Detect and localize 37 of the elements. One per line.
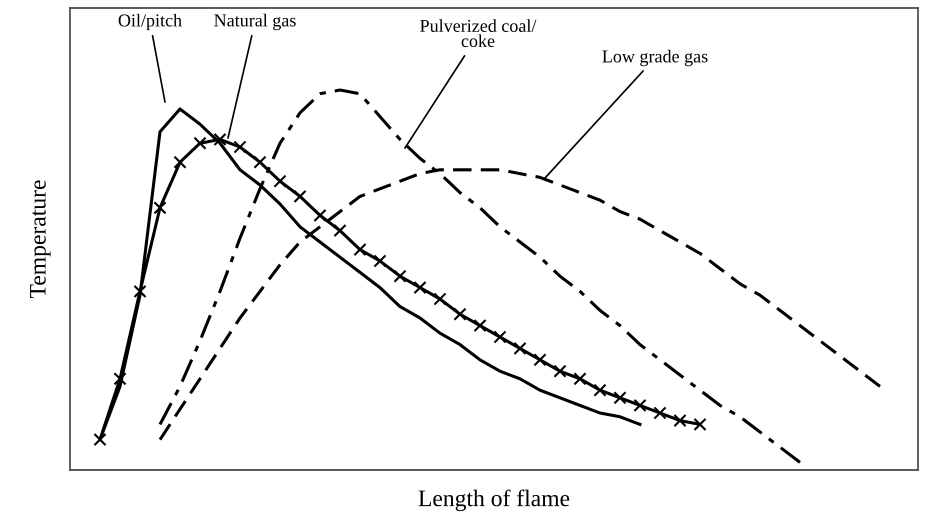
point xyxy=(313,208,327,222)
point xyxy=(453,308,467,321)
text: Oil/pitch xyxy=(118,14,182,30)
text: Natural gas xyxy=(214,14,296,30)
x-axis-title: Length of flame xyxy=(418,489,570,512)
point xyxy=(173,156,187,169)
point xyxy=(113,372,127,386)
point xyxy=(273,174,287,188)
point xyxy=(533,353,547,366)
point xyxy=(93,433,107,446)
point xyxy=(413,281,427,294)
point xyxy=(253,156,267,169)
point xyxy=(593,384,607,397)
point xyxy=(293,190,307,203)
y-axis-title: Temperature xyxy=(30,180,51,298)
point xyxy=(633,398,647,412)
point xyxy=(133,284,147,298)
point xyxy=(433,292,447,306)
point xyxy=(573,372,587,386)
point xyxy=(613,391,627,404)
point xyxy=(653,406,667,420)
point xyxy=(153,201,167,214)
point xyxy=(693,418,707,431)
point xyxy=(193,136,207,150)
point xyxy=(473,319,487,332)
point xyxy=(393,270,407,283)
point xyxy=(353,243,367,256)
point xyxy=(233,140,247,154)
point xyxy=(553,364,567,378)
point xyxy=(213,132,227,146)
text: Low grade gas xyxy=(602,50,708,66)
point xyxy=(513,342,527,355)
point xyxy=(373,254,387,268)
point xyxy=(493,330,507,344)
point xyxy=(333,224,347,238)
text: Pulverized coal/ coke xyxy=(420,19,536,48)
point xyxy=(673,414,687,428)
